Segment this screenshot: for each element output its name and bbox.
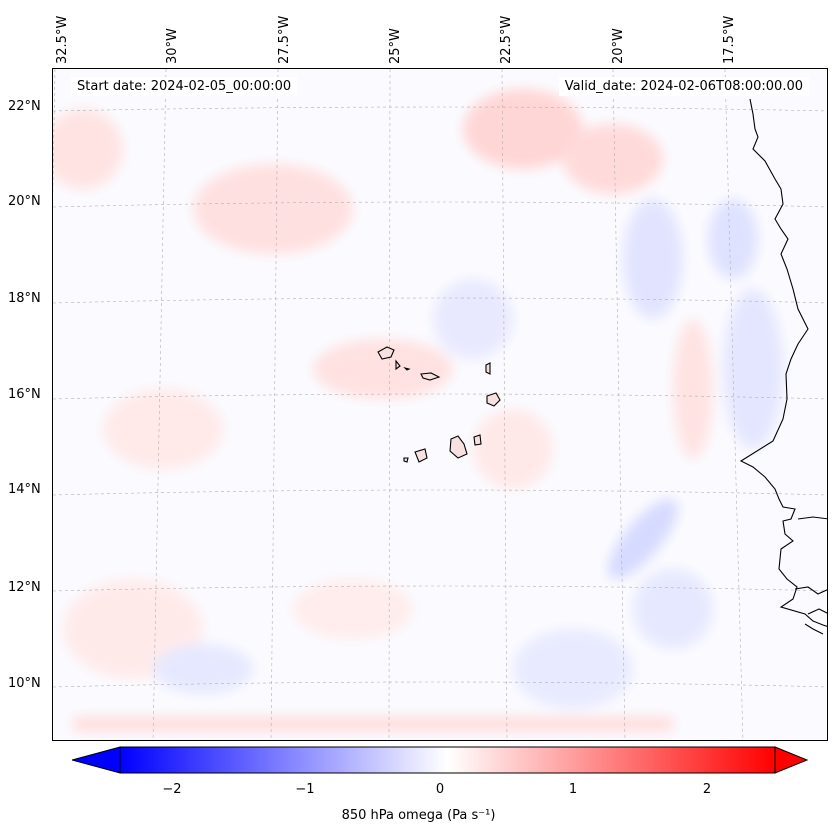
valid-date-label: Valid_date: 2024-02-06T08:00:00.00	[558, 77, 809, 96]
colorbar-tick-2: 2	[702, 782, 712, 797]
omega-field	[53, 89, 783, 731]
lat-label-20n: 20°N	[8, 194, 41, 209]
colorbar	[72, 746, 808, 774]
start-date-label: Start date: 2024-02-05_00:00:00	[71, 77, 298, 96]
colorbar-tick-1: 1	[568, 782, 578, 797]
colorbar-max-extend	[774, 746, 808, 774]
omega-field-map	[53, 69, 827, 740]
lat-label-16n: 16°N	[8, 387, 41, 402]
colorbar-tick-neg1: −1	[295, 782, 315, 797]
lat-label-14n: 14°N	[8, 482, 41, 497]
cape-verde-islands	[377, 346, 501, 463]
lat-label-10n: 10°N	[8, 676, 41, 691]
graticule	[53, 69, 827, 740]
lat-label-18n: 18°N	[8, 291, 41, 306]
lat-label-12n: 12°N	[8, 580, 41, 595]
africa-coastline	[739, 98, 827, 635]
colorbar-gradient	[119, 746, 776, 774]
lon-label-22-5w: 22.5°W	[499, 15, 514, 64]
colorbar-tick-0: 0	[435, 782, 445, 797]
lon-label-20w: 20°W	[611, 28, 626, 64]
lon-label-25w: 25°W	[388, 28, 403, 64]
colorbar-tick-neg2: −2	[162, 782, 182, 797]
lon-label-17-5w: 17.5°W	[722, 15, 737, 64]
colorbar-min-extend	[72, 746, 121, 774]
lon-label-27-5w: 27.5°W	[277, 15, 292, 64]
lat-label-22n: 22°N	[8, 99, 41, 114]
lon-label-30w: 30°W	[165, 28, 180, 64]
colorbar-label: 850 hPa omega (Pa s⁻¹)	[341, 808, 496, 823]
map-panel: Start date: 2024-02-05_00:00:00 Valid_da…	[52, 68, 828, 741]
lon-label-32-5w: 32.5°W	[55, 15, 70, 64]
